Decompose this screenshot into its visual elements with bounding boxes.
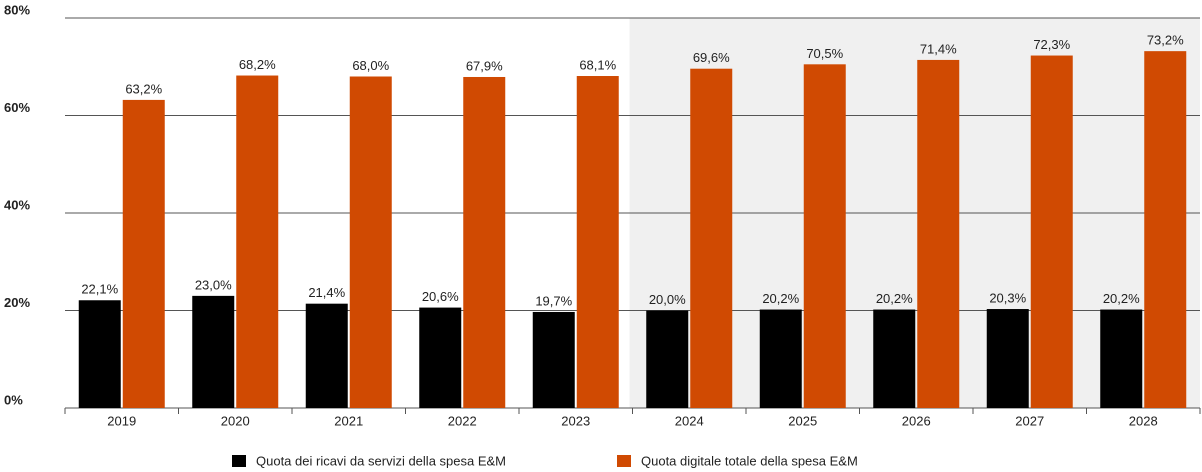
bar xyxy=(78,300,121,408)
value-label: 21,4% xyxy=(308,285,345,300)
value-label: 22,1% xyxy=(81,282,118,297)
bar xyxy=(192,295,235,408)
bar xyxy=(419,307,462,408)
bar xyxy=(986,309,1029,408)
value-label: 69,6% xyxy=(693,50,730,65)
value-label: 20,2% xyxy=(876,291,913,306)
x-tick-label: 2022 xyxy=(448,413,477,428)
x-tick-label: 2028 xyxy=(1129,413,1158,428)
legend-label: Quota dei ricavi da servizi della spesa … xyxy=(256,453,506,468)
x-tick-label: 2020 xyxy=(221,413,250,428)
value-label: 68,1% xyxy=(579,57,616,72)
bar xyxy=(532,311,575,408)
value-label: 71,4% xyxy=(920,41,957,56)
x-tick-label: 2025 xyxy=(788,413,817,428)
x-tick-label: 2027 xyxy=(1015,413,1044,428)
bar xyxy=(236,75,279,409)
legend-label: Quota digitale totale della spesa E&M xyxy=(641,453,858,468)
y-tick-label: 20% xyxy=(4,295,30,310)
bar xyxy=(1144,51,1187,409)
legend-swatch xyxy=(617,455,631,467)
value-label: 72,3% xyxy=(1033,37,1070,52)
value-label: 68,0% xyxy=(352,58,389,73)
x-tick-label: 2024 xyxy=(675,413,704,428)
x-tick-label: 2021 xyxy=(334,413,363,428)
bar xyxy=(646,310,689,408)
value-label: 20,2% xyxy=(762,291,799,306)
bar xyxy=(917,59,960,409)
y-tick-label: 80% xyxy=(4,2,30,17)
bar xyxy=(803,64,846,408)
bar xyxy=(873,309,916,408)
bar xyxy=(1100,309,1143,408)
legend-swatch xyxy=(232,455,246,467)
value-label: 20,2% xyxy=(1103,291,1140,306)
value-label: 68,2% xyxy=(239,57,276,72)
value-label: 70,5% xyxy=(806,46,843,61)
y-tick-label: 60% xyxy=(4,100,30,115)
value-label: 19,7% xyxy=(535,293,572,308)
value-label: 63,2% xyxy=(125,81,162,96)
bar xyxy=(759,309,802,408)
y-tick-label: 40% xyxy=(4,197,30,212)
bar xyxy=(305,303,348,408)
value-label: 20,3% xyxy=(989,290,1026,305)
y-tick-label: 0% xyxy=(4,392,23,407)
bar xyxy=(576,76,619,408)
value-label: 73,2% xyxy=(1147,33,1184,48)
x-tick-label: 2019 xyxy=(107,413,136,428)
x-tick-label: 2023 xyxy=(561,413,590,428)
bar xyxy=(1030,55,1073,408)
value-label: 20,0% xyxy=(649,292,686,307)
bar xyxy=(463,76,506,409)
value-label: 67,9% xyxy=(466,58,503,73)
value-label: 20,6% xyxy=(422,289,459,304)
bar xyxy=(122,99,165,409)
value-label: 23,0% xyxy=(195,277,232,292)
bar xyxy=(349,76,392,408)
x-tick-label: 2026 xyxy=(902,413,931,428)
bar xyxy=(690,68,733,408)
